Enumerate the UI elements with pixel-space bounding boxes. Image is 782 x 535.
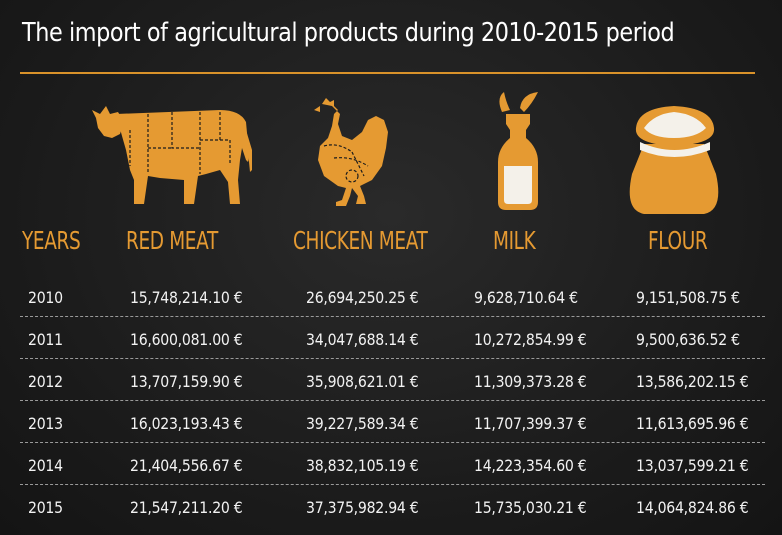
year-cell: 2014 [28,456,63,475]
table-row: 2013 16,023,193.43 € 39,227,589.34 € 11,… [20,406,765,442]
red-meat-cell: 13,707,159.90 € [130,372,243,391]
flour-sack-icon [629,106,719,214]
chicken-meat-cell: 35,908,621.01 € [306,372,419,391]
year-cell: 2013 [28,414,63,433]
chicken-meat-cell: 39,227,589.34 € [306,414,419,433]
column-header-milk: MILK [493,226,536,255]
red-meat-cell: 21,547,211.20 € [130,498,243,517]
table-row: 2012 13,707,159.90 € 35,908,621.01 € 11,… [20,364,765,400]
column-header-red-meat: RED MEAT [126,226,218,255]
table-row: 2011 16,600,081.00 € 34,047,688.14 € 10,… [20,322,765,358]
year-cell: 2011 [28,330,63,349]
cow-icon [92,106,252,204]
row-separator [20,484,765,485]
page-title: The import of agricultural products duri… [22,18,675,48]
year-cell: 2012 [28,372,63,391]
table-row: 2010 15,748,214.10 € 26,694,250.25 € 9,6… [20,280,765,316]
chicken-meat-cell: 34,047,688.14 € [306,330,419,349]
red-meat-cell: 15,748,214.10 € [130,288,243,307]
flour-cell: 9,500,636.52 € [636,330,740,349]
milk-cell: 14,223,354.60 € [474,456,587,475]
chicken-meat-cell: 37,375,982.94 € [306,498,419,517]
row-separator [20,400,765,401]
flour-cell: 9,151,508.75 € [636,288,740,307]
table-row: 2014 21,404,556.67 € 38,832,105.19 € 14,… [20,448,765,484]
year-cell: 2015 [28,498,63,517]
milk-cell: 10,272,854.99 € [474,330,587,349]
milk-cell: 11,309,373.28 € [474,372,587,391]
red-meat-cell: 16,600,081.00 € [130,330,243,349]
year-cell: 2010 [28,288,63,307]
flour-cell: 13,037,599.21 € [636,456,749,475]
flour-cell: 11,613,695.96 € [636,414,749,433]
milk-cell: 15,735,030.21 € [474,498,587,517]
red-meat-cell: 21,404,556.67 € [130,456,243,475]
chicken-meat-cell: 38,832,105.19 € [306,456,419,475]
title-underline [20,72,755,74]
row-separator [20,316,765,317]
column-header-chicken-meat: CHICKEN MEAT [293,226,428,255]
milk-cell: 11,707,399.37 € [474,414,587,433]
column-header-years: YEARS [22,226,81,255]
milk-cell: 9,628,710.64 € [474,288,578,307]
flour-cell: 14,064,824.86 € [636,498,749,517]
flour-cell: 13,586,202.15 € [636,372,749,391]
column-header-flour: FLOUR [648,226,708,255]
milk-bottle-icon [498,92,538,210]
row-separator [20,358,765,359]
red-meat-cell: 16,023,193.43 € [130,414,243,433]
row-separator [20,442,765,443]
chicken-meat-cell: 26,694,250.25 € [306,288,419,307]
table-row: 2015 21,547,211.20 € 37,375,982.94 € 15,… [20,490,765,526]
chicken-icon [314,98,388,206]
